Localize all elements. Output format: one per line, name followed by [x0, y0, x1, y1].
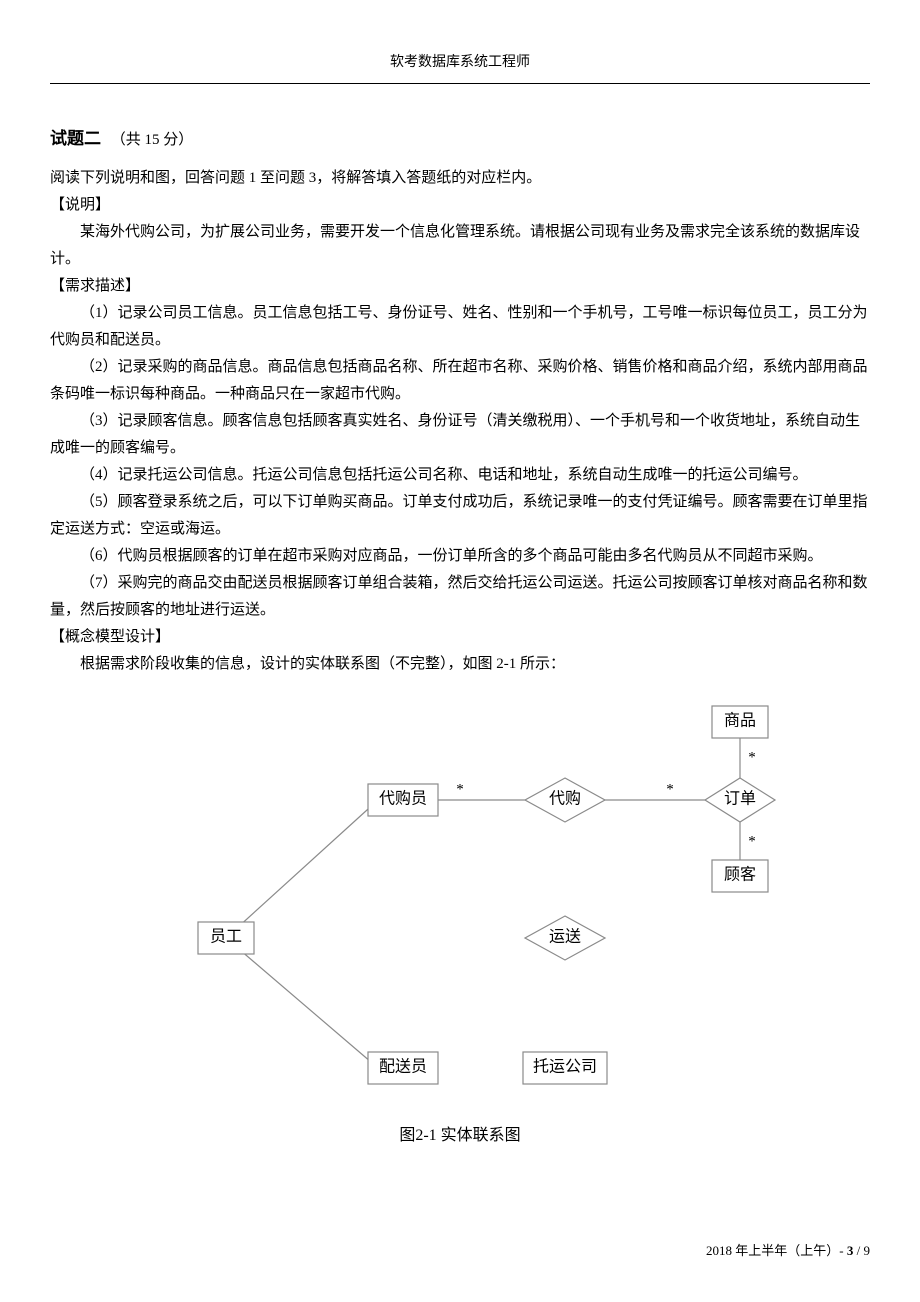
xuqiu-2: （2）记录采购的商品信息。商品信息包括商品名称、所在超市名称、采购价格、销售价格…	[50, 354, 870, 408]
label: 配送员	[379, 1057, 427, 1075]
node-shangpin: 商品	[712, 706, 768, 738]
xuqiu-label: 【需求描述】	[50, 273, 870, 300]
label: 代购	[549, 789, 581, 807]
xuqiu-5: （5）顾客登录系统之后，可以下订单购买商品。订单支付成功后，系统记录唯一的支付凭…	[50, 489, 870, 543]
label: 商品	[724, 711, 756, 729]
node-yunsong: 运送	[525, 916, 605, 960]
er-diagram: 商品 订单 顾客 代购员 代购 员工 运送	[50, 698, 870, 1151]
node-tuoyun: 托运公司	[523, 1052, 607, 1084]
shuoming-label: 【说明】	[50, 192, 870, 219]
star: *	[456, 781, 464, 797]
label: 顾客	[724, 865, 756, 883]
xuqiu-7: （7）采购完的商品交由配送员根据顾客订单组合装箱，然后交给托运公司运送。托运公司…	[50, 570, 870, 624]
node-daigou: 代购	[525, 778, 605, 822]
footer-sep: /	[853, 1243, 863, 1258]
label: 代购员	[379, 789, 427, 807]
page-footer: 2018 年上半年（上午）- 3 / 9	[706, 1239, 870, 1262]
intro: 阅读下列说明和图，回答问题 1 至问题 3，将解答填入答题纸的对应栏内。	[50, 165, 870, 192]
er-svg: 商品 订单 顾客 代购员 代购 员工 运送	[140, 698, 780, 1098]
edge-yg-psy	[226, 938, 378, 1068]
label: 运送	[549, 927, 581, 945]
gainian-label: 【概念模型设计】	[50, 624, 870, 651]
xuqiu-4: （4）记录托运公司信息。托运公司信息包括托运公司名称、电话和地址，系统自动生成唯…	[50, 462, 870, 489]
title-main: 试题二	[50, 129, 101, 148]
xuqiu-3: （3）记录顾客信息。顾客信息包括顾客真实姓名、身份证号（清关缴税用）、一个手机号…	[50, 408, 870, 462]
xuqiu-1: （1）记录公司员工信息。员工信息包括工号、身份证号、姓名、性别和一个手机号，工号…	[50, 300, 870, 354]
shuoming-p1: 某海外代购公司，为扩展公司业务，需要开发一个信息化管理系统。请根据公司现有业务及…	[50, 219, 870, 273]
title-note: （共 15 分）	[111, 132, 194, 148]
edge-yg-dgy	[226, 800, 378, 938]
label: 托运公司	[533, 1057, 597, 1075]
node-daigouyuan: 代购员	[368, 784, 438, 816]
node-peisongyuan: 配送员	[368, 1052, 438, 1084]
page-header: 软考数据库系统工程师	[50, 50, 870, 84]
header-text: 软考数据库系统工程师	[390, 55, 530, 70]
footer-period: 2018 年上半年（上午）-	[706, 1243, 847, 1258]
xuqiu-6: （6）代购员根据顾客的订单在超市采购对应商品，一份订单所含的多个商品可能由多名代…	[50, 543, 870, 570]
question-title: 试题二 （共 15 分）	[50, 124, 870, 155]
label: 员工	[210, 927, 242, 945]
node-yuangong: 员工	[198, 922, 254, 954]
edges	[226, 738, 740, 1068]
footer-total: 9	[864, 1243, 871, 1258]
diagram-caption: 图2-1 实体联系图	[50, 1122, 870, 1151]
star: *	[748, 749, 756, 765]
content-body: 阅读下列说明和图，回答问题 1 至问题 3，将解答填入答题纸的对应栏内。 【说明…	[50, 165, 870, 678]
label: 订单	[724, 789, 756, 807]
star: *	[666, 781, 674, 797]
node-guke: 顾客	[712, 860, 768, 892]
gainian-p1: 根据需求阶段收集的信息，设计的实体联系图（不完整），如图 2-1 所示：	[50, 651, 870, 678]
star: *	[748, 833, 756, 849]
node-dingdan: 订单	[705, 778, 775, 822]
